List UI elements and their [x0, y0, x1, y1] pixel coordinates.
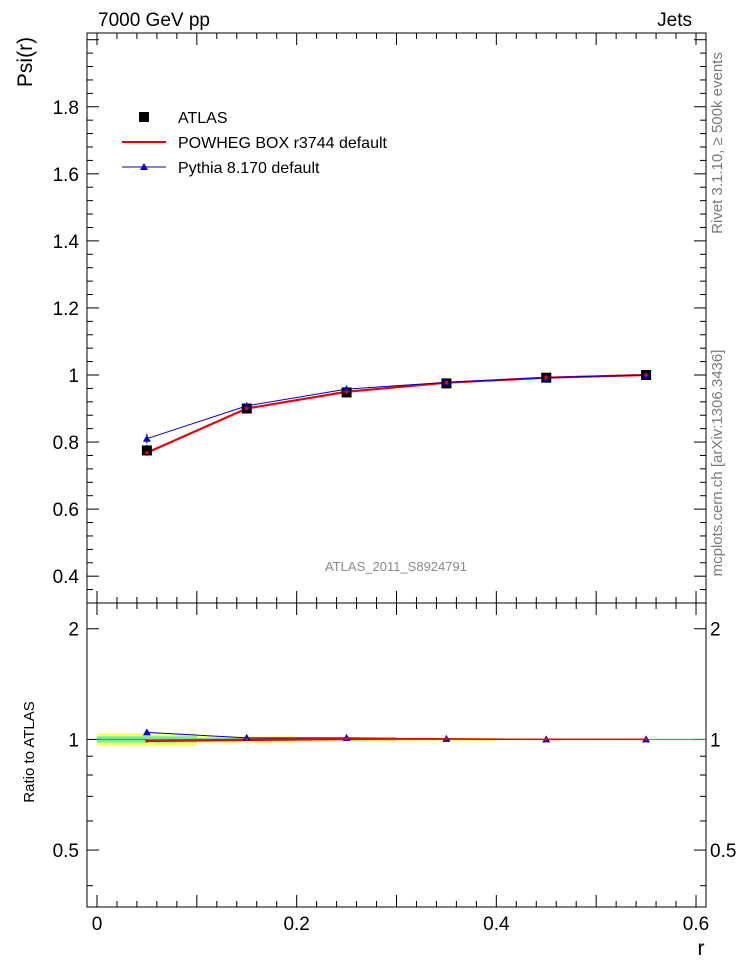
ratio-powheg-point [544, 737, 548, 742]
ratio-y-tick-label: 0.5 [53, 841, 79, 862]
x-tick-label: 0 [92, 914, 103, 935]
series-layer [96, 370, 706, 743]
ratio-powheg-point [644, 737, 648, 742]
legend-entry-label: Pythia 8.170 default [178, 160, 320, 177]
mcplots-label: mcplots.cern.ch [arXiv:1306.3436] [709, 350, 726, 577]
ratio-pythia-point [242, 733, 251, 741]
legend: ATLAS POWHEG BOX r3744 default Pythia 8.17… [122, 110, 388, 177]
ratio-panel-frame [86, 602, 707, 908]
pythia-point [242, 401, 251, 409]
atlas-data-point [141, 445, 152, 456]
x-tick-label: 0.6 [683, 914, 709, 935]
x-tick-label: 0.2 [283, 914, 309, 935]
powheg-point [145, 450, 149, 455]
powheg-point [644, 373, 648, 377]
ratio-powheg-point [245, 737, 249, 742]
collision-label: 7000 GeV pp [98, 10, 210, 31]
ratio-y-tick-label-right: 0.5 [710, 841, 736, 862]
main-y-tick-label: 1.2 [53, 299, 79, 320]
axes-frames: 0 0.2 0.4 0.6 0.4 0.6 0.8 1 1.2 1.4 1.6 1.8 0.5 0.5 1 1… [53, 32, 736, 935]
pythia-point [142, 434, 151, 442]
rivet-version-label: Rivet 3.1.10, ≥ 500k events [709, 52, 726, 234]
analysis-watermark: ATLAS_2011_S8924791 [325, 559, 467, 574]
main-y-axis-label: Psi(r) [14, 37, 37, 87]
ratio-pythia-point [142, 728, 151, 736]
powheg-point [344, 389, 349, 394]
ratio-powheg-point [444, 737, 449, 741]
powheg-point [544, 375, 549, 380]
legend-entry-label: POWHEG BOX r3744 default [178, 135, 388, 152]
main-y-tick-label: 0.8 [53, 433, 79, 454]
process-label: Jets [657, 10, 692, 31]
ratio-powheg-line [146, 737, 647, 742]
legend-pythia-marker [140, 163, 148, 170]
main-y-tick-label: 1 [68, 366, 79, 387]
ratio-y-tick-label-right: 1 [710, 730, 721, 751]
pythia-point [342, 385, 351, 393]
legend-atlas-marker [139, 112, 149, 122]
powheg-point [244, 406, 249, 411]
ratio-powheg-point [344, 737, 349, 741]
legend-entry-label: ATLAS [178, 110, 228, 127]
main-y-tick-label: 1.4 [53, 232, 80, 253]
main-y-tick-label: 0.6 [53, 500, 79, 521]
powheg-point [444, 380, 449, 385]
ratio-y-tick-label: 2 [68, 620, 79, 641]
x-axis-label: r [698, 937, 705, 960]
pythia-line [146, 374, 647, 440]
ratio-powheg-point [145, 739, 149, 743]
ratio-y-tick-label-right: 2 [710, 620, 721, 641]
ratio-y-tick-label: 1 [68, 730, 79, 751]
ratio-y-axis-label: Ratio to ATLAS [21, 701, 38, 802]
main-y-tick-label: 1.8 [53, 98, 79, 119]
main-y-tick-label: 1.6 [53, 165, 79, 186]
x-tick-label: 0.4 [483, 914, 510, 935]
main-y-tick-label: 0.4 [53, 567, 80, 588]
